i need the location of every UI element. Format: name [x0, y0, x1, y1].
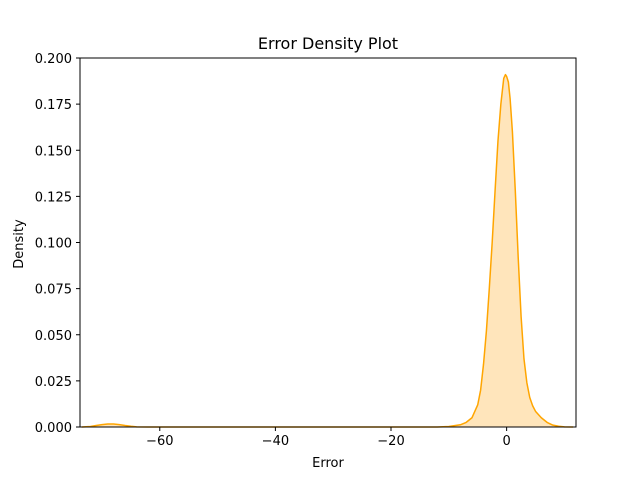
chart-title: Error Density Plot: [258, 34, 398, 53]
x-axis-label: Error: [312, 456, 344, 471]
y-tick-label: 0.000: [35, 421, 72, 436]
y-tick-label: 0.025: [35, 375, 72, 390]
x-tick-label: −20: [377, 434, 404, 449]
y-tick-label: 0.050: [35, 329, 72, 344]
y-tick-label: 0.125: [35, 190, 72, 205]
x-tick-label: −60: [146, 434, 173, 449]
x-tick-label: −40: [262, 434, 289, 449]
axes: −60 −40 −20 0 0.000 0.025 0.050 0.075 0.100 0.125…: [35, 52, 577, 449]
density-curve-line: [81, 73, 574, 428]
plot-area: [81, 73, 574, 428]
x-tick-label: 0: [502, 434, 510, 449]
y-tick-label: 0.075: [35, 283, 72, 298]
y-axis-label: Density: [12, 219, 27, 269]
y-tick-label: 0.100: [35, 237, 72, 252]
y-tick-label: 0.175: [35, 98, 72, 113]
y-tick-label: 0.150: [35, 144, 72, 159]
density-fill-area: [81, 74, 574, 428]
y-tick-label: 0.200: [35, 52, 72, 67]
